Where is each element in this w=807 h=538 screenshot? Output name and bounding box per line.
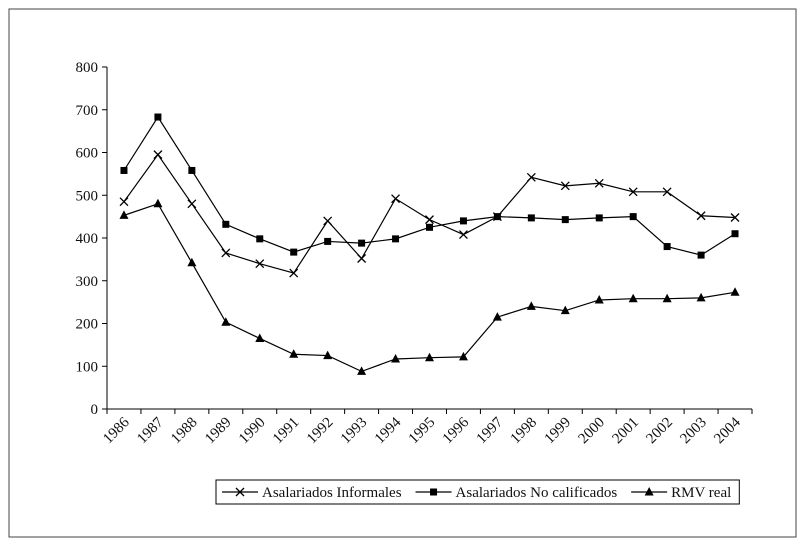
marker-triangle bbox=[628, 293, 638, 303]
y-tick-label: 400 bbox=[76, 231, 99, 247]
marker-square bbox=[154, 113, 162, 121]
legend: Asalariados Informales Asalariados No cal… bbox=[215, 479, 740, 505]
marker-triangle bbox=[357, 366, 367, 375]
legend-marker bbox=[430, 488, 438, 496]
marker-square bbox=[459, 217, 467, 225]
x-tick-label: 1988 bbox=[168, 415, 201, 448]
marker-x bbox=[153, 150, 163, 160]
marker-triangle bbox=[594, 294, 604, 304]
marker-x bbox=[594, 178, 604, 188]
marker-triangle bbox=[289, 349, 299, 358]
x-tick-label: 1991 bbox=[270, 415, 303, 448]
x-tick-label: 1999 bbox=[542, 415, 575, 448]
marker-triangle bbox=[255, 333, 265, 342]
marker-square bbox=[629, 213, 637, 221]
y-tick-label: 700 bbox=[76, 103, 99, 119]
marker-square bbox=[120, 166, 128, 174]
marker-triangle bbox=[425, 352, 434, 362]
marker-triangle bbox=[153, 198, 163, 208]
marker-triangle bbox=[492, 312, 502, 321]
legend-label: Asalariados No calificados bbox=[456, 485, 618, 501]
x-tick-label: 1992 bbox=[304, 415, 337, 448]
marker-square bbox=[256, 235, 264, 243]
series-line bbox=[123, 115, 736, 256]
marker-square bbox=[663, 243, 671, 251]
marker-x bbox=[425, 215, 434, 225]
marker-x bbox=[662, 187, 672, 197]
legend-box bbox=[215, 479, 740, 505]
marker-square bbox=[324, 237, 332, 245]
x-tick-label: 1995 bbox=[406, 415, 439, 448]
legend-label: Asalariados Informales bbox=[262, 485, 402, 501]
x-tick-label: 1990 bbox=[236, 415, 269, 448]
marker-square bbox=[493, 213, 501, 221]
marker-x bbox=[323, 216, 333, 226]
marker-x bbox=[289, 268, 299, 278]
x-tick-label: 1986 bbox=[100, 414, 133, 447]
x-tick-label: 2001 bbox=[609, 415, 642, 448]
x-tick-label: 2000 bbox=[576, 415, 609, 448]
y-tick-label: 100 bbox=[76, 359, 99, 375]
marker-x bbox=[391, 194, 401, 204]
x-tick-label: 2003 bbox=[677, 415, 710, 448]
y-tick-label: 0 bbox=[91, 402, 99, 418]
marker-triangle bbox=[662, 293, 672, 303]
x-tick-label: 1997 bbox=[474, 414, 507, 447]
x-tick-label: 1996 bbox=[440, 414, 473, 447]
marker-triangle bbox=[323, 350, 333, 360]
marker-triangle bbox=[221, 317, 231, 326]
marker-square bbox=[527, 214, 535, 222]
x-tick-label: 1987 bbox=[134, 414, 167, 447]
y-tick-label: 800 bbox=[76, 60, 99, 76]
y-tick-label: 600 bbox=[76, 146, 99, 162]
y-tick-label: 200 bbox=[76, 317, 99, 333]
marker-triangle bbox=[187, 257, 197, 267]
x-tick-label: 1989 bbox=[202, 415, 235, 448]
marker-x bbox=[696, 211, 706, 221]
marker-x bbox=[255, 259, 265, 269]
marker-square bbox=[290, 248, 298, 256]
marker-square bbox=[731, 230, 739, 238]
y-tick-label: 500 bbox=[76, 188, 99, 204]
marker-triangle bbox=[730, 287, 740, 296]
marker-square bbox=[561, 216, 569, 224]
x-tick-label: 1994 bbox=[372, 414, 405, 447]
marker-triangle bbox=[560, 305, 570, 315]
marker-triangle bbox=[526, 301, 536, 310]
marker-square bbox=[697, 251, 705, 259]
marker-square bbox=[358, 239, 366, 247]
marker-square bbox=[188, 166, 196, 174]
marker-square bbox=[426, 223, 433, 231]
marker-square bbox=[595, 214, 603, 222]
marker-x bbox=[526, 172, 536, 182]
marker-triangle bbox=[119, 210, 129, 219]
chart-frame bbox=[8, 8, 797, 538]
marker-square bbox=[392, 235, 400, 243]
y-tick-label: 300 bbox=[76, 274, 99, 290]
marker-x bbox=[628, 187, 638, 197]
legend-marker bbox=[235, 487, 245, 497]
series-line bbox=[123, 153, 736, 274]
marker-triangle bbox=[696, 292, 706, 302]
marker-triangle bbox=[458, 351, 468, 361]
marker-x bbox=[730, 213, 740, 222]
marker-square bbox=[222, 220, 230, 228]
marker-x bbox=[187, 199, 197, 209]
marker-x bbox=[560, 181, 570, 191]
legend-label: RMV real bbox=[671, 485, 731, 501]
legend-marker bbox=[644, 487, 654, 496]
marker-x bbox=[458, 230, 468, 240]
x-tick-label: 1993 bbox=[338, 415, 371, 448]
marker-x bbox=[119, 197, 129, 207]
marker-triangle bbox=[391, 353, 401, 363]
x-tick-label: 2002 bbox=[643, 415, 676, 448]
x-tick-label: 1998 bbox=[508, 415, 541, 448]
x-tick-label: 2004 bbox=[711, 414, 744, 447]
marker-x bbox=[357, 254, 367, 263]
marker-x bbox=[221, 248, 231, 258]
